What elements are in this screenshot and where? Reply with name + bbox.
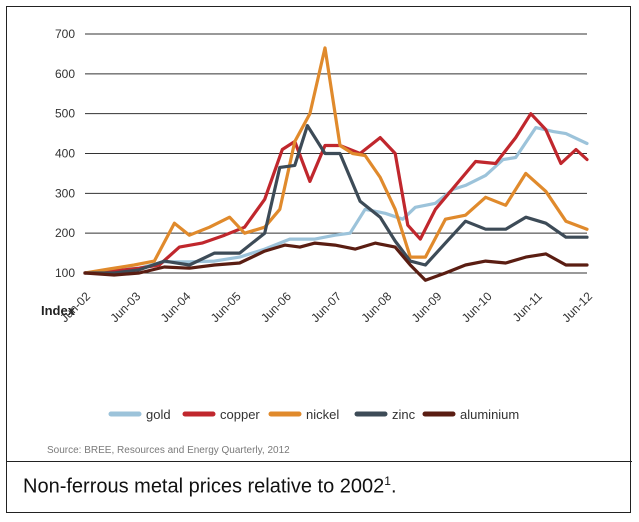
y-tick-label: 600	[55, 67, 75, 81]
x-tick-label: Jun-07	[308, 289, 344, 325]
y-tick-label: 100	[55, 266, 75, 280]
y-tick-label: 400	[55, 147, 75, 161]
source-note: Source: BREE, Resources and Energy Quart…	[47, 445, 290, 456]
x-tick-label: Jun-08	[358, 289, 394, 325]
caption-text: Non-ferrous metal prices relative to 200…	[23, 475, 385, 498]
caption: Non-ferrous metal prices relative to 200…	[23, 474, 397, 499]
caption-footnote: 1	[384, 474, 391, 488]
caption-box: Non-ferrous metal prices relative to 200…	[7, 461, 632, 514]
series-nickel-line	[83, 46, 589, 275]
y-tick-label: 500	[55, 107, 75, 121]
legend-label-copper: copper	[220, 407, 260, 422]
x-tick-label: Jun-12	[559, 289, 595, 325]
x-tick-label: Jun-04	[158, 289, 194, 325]
x-tick-label: Jun-09	[409, 289, 445, 325]
legend-label-gold: gold	[146, 407, 171, 422]
legend: gold copper nickel zinc aluminium	[108, 407, 519, 422]
x-tick-label: Jun-05	[208, 289, 244, 325]
x-tick-label: Jun-10	[459, 289, 495, 325]
series-aluminium-line	[83, 241, 589, 282]
legend-label-aluminium: aluminium	[460, 407, 519, 422]
caption-suffix: .	[390, 475, 397, 498]
y-tick-label: 700	[55, 27, 75, 41]
y-tick-label: 300	[55, 186, 75, 200]
y-tick-labels: 100 200 300 400 500 600 700	[55, 27, 75, 280]
series-lines	[83, 46, 589, 282]
x-tick-labels: Jun-02 Jun-03 Jun-04 Jun-05 Jun-06 Jun-07 Jun-…	[57, 289, 595, 325]
figure-frame: 100 200 300 400 500 600 700 Index Jun-02 Jun-03…	[6, 6, 632, 514]
y-axis-label: Index	[41, 303, 76, 318]
y-tick-label: 200	[55, 226, 75, 240]
legend-label-zinc: zinc	[392, 407, 416, 422]
legend-label-nickel: nickel	[306, 407, 339, 422]
x-tick-label: Jun-03	[107, 289, 143, 325]
x-tick-label: Jun-11	[510, 289, 545, 324]
x-tick-label: Jun-06	[258, 289, 294, 325]
series-zinc-line	[83, 123, 589, 275]
